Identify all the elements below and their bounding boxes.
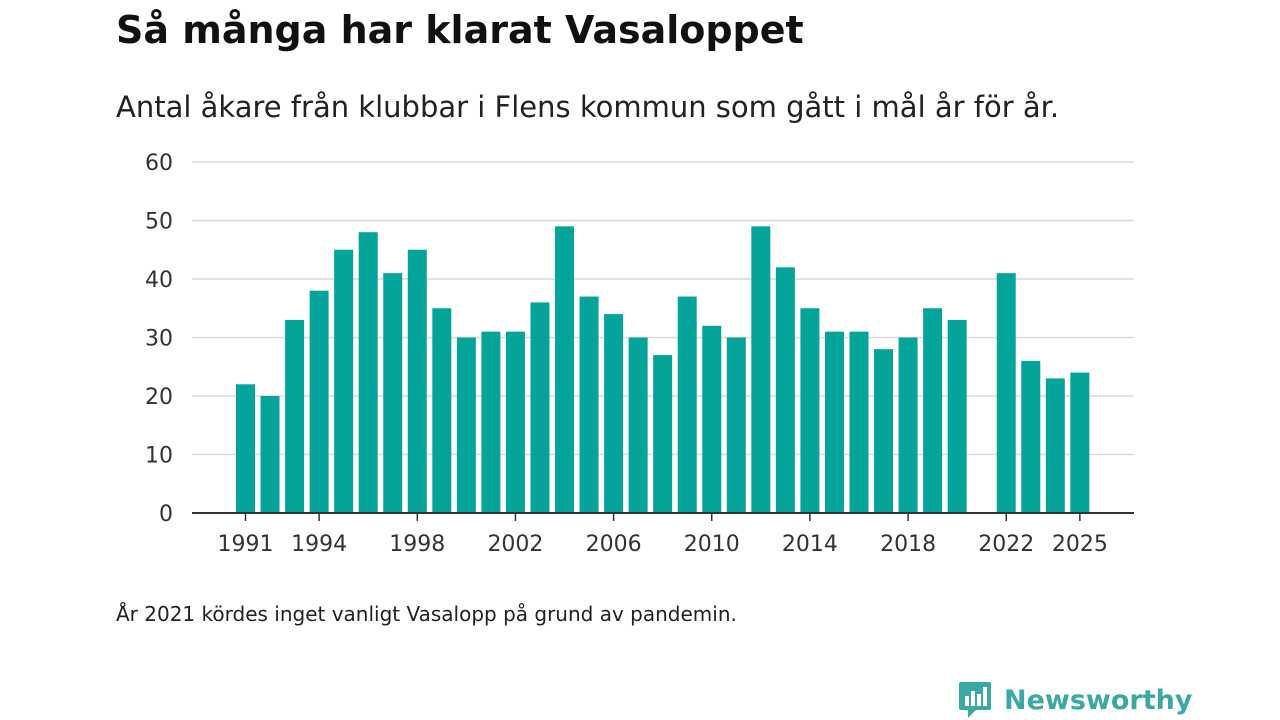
- x-tick-label: 2025: [1052, 532, 1108, 557]
- y-tick-label: 50: [145, 210, 173, 235]
- bar-chart: 0 10 20 30 40 50 60 1991 1994 1998 2002 2006 2010 20…: [145, 151, 1134, 557]
- y-tick-label: 40: [145, 268, 173, 293]
- x-tick-label: 2010: [684, 532, 740, 557]
- bar-1992: [260, 396, 280, 513]
- y-axis-ticks: 0 10 20 30 40 50 60: [145, 151, 173, 527]
- bar-2003: [530, 302, 550, 513]
- x-tick-label: 1998: [389, 532, 445, 557]
- x-tick-label: 2022: [978, 532, 1034, 557]
- bar-1994: [309, 290, 329, 513]
- bars: [236, 226, 1090, 513]
- bar-2013: [775, 267, 795, 513]
- bar-2022: [996, 273, 1016, 513]
- bar-2000: [456, 337, 476, 513]
- chart-subtitle: Antal åkare från klubbar i Flens kommun …: [116, 90, 1060, 124]
- y-tick-label: 10: [145, 444, 173, 469]
- bar-2001: [481, 331, 501, 513]
- footnote: År 2021 kördes inget vanligt Vasalopp på…: [116, 602, 737, 626]
- bar-2025: [1070, 372, 1090, 513]
- x-tick-label: 2018: [880, 532, 936, 557]
- bar-1991: [236, 384, 255, 513]
- brand-name: Newsworthy: [1004, 684, 1193, 716]
- x-tick-label: 2002: [487, 532, 543, 557]
- bar-2014: [800, 308, 820, 513]
- bar-1996: [358, 232, 378, 513]
- bar-1999: [432, 308, 452, 513]
- bar-1995: [334, 249, 354, 513]
- bar-2019: [923, 308, 943, 513]
- bar-2007: [628, 337, 648, 513]
- bar-2024: [1045, 378, 1065, 513]
- bar-1997: [383, 273, 403, 513]
- bar-2023: [1021, 360, 1041, 513]
- bar-2006: [604, 314, 624, 513]
- bar-1998: [407, 249, 427, 513]
- y-tick-label: 0: [159, 502, 173, 527]
- brand-logo[interactable]: Newsworthy: [958, 680, 1192, 720]
- x-tick-label: 2006: [586, 532, 642, 557]
- bar-2016: [849, 331, 869, 513]
- x-tick-label: 1991: [218, 532, 274, 557]
- x-tick-label: 1994: [291, 532, 347, 557]
- y-tick-label: 20: [145, 385, 173, 410]
- y-tick-label: 30: [145, 327, 173, 352]
- bar-2015: [824, 331, 844, 513]
- bar-2005: [579, 296, 599, 513]
- bar-2017: [874, 349, 894, 513]
- bar-2018: [898, 337, 918, 513]
- newsworthy-logo-icon: [959, 682, 991, 718]
- bar-2009: [677, 296, 697, 513]
- chart-title: Så många har klarat Vasaloppet: [116, 8, 804, 52]
- x-axis-ticks: 1991 1994 1998 2002 2006 2010 2014 2018 2022 2025: [218, 513, 1108, 557]
- bar-2011: [726, 337, 746, 513]
- bar-2010: [702, 325, 722, 513]
- y-tick-label: 60: [145, 151, 173, 176]
- x-tick-label: 2014: [782, 532, 838, 557]
- bar-2008: [653, 355, 673, 513]
- bar-2004: [555, 226, 575, 513]
- bar-2012: [751, 226, 771, 513]
- bar-2002: [505, 331, 525, 513]
- bar-2020: [947, 319, 967, 513]
- bar-1993: [285, 319, 305, 513]
